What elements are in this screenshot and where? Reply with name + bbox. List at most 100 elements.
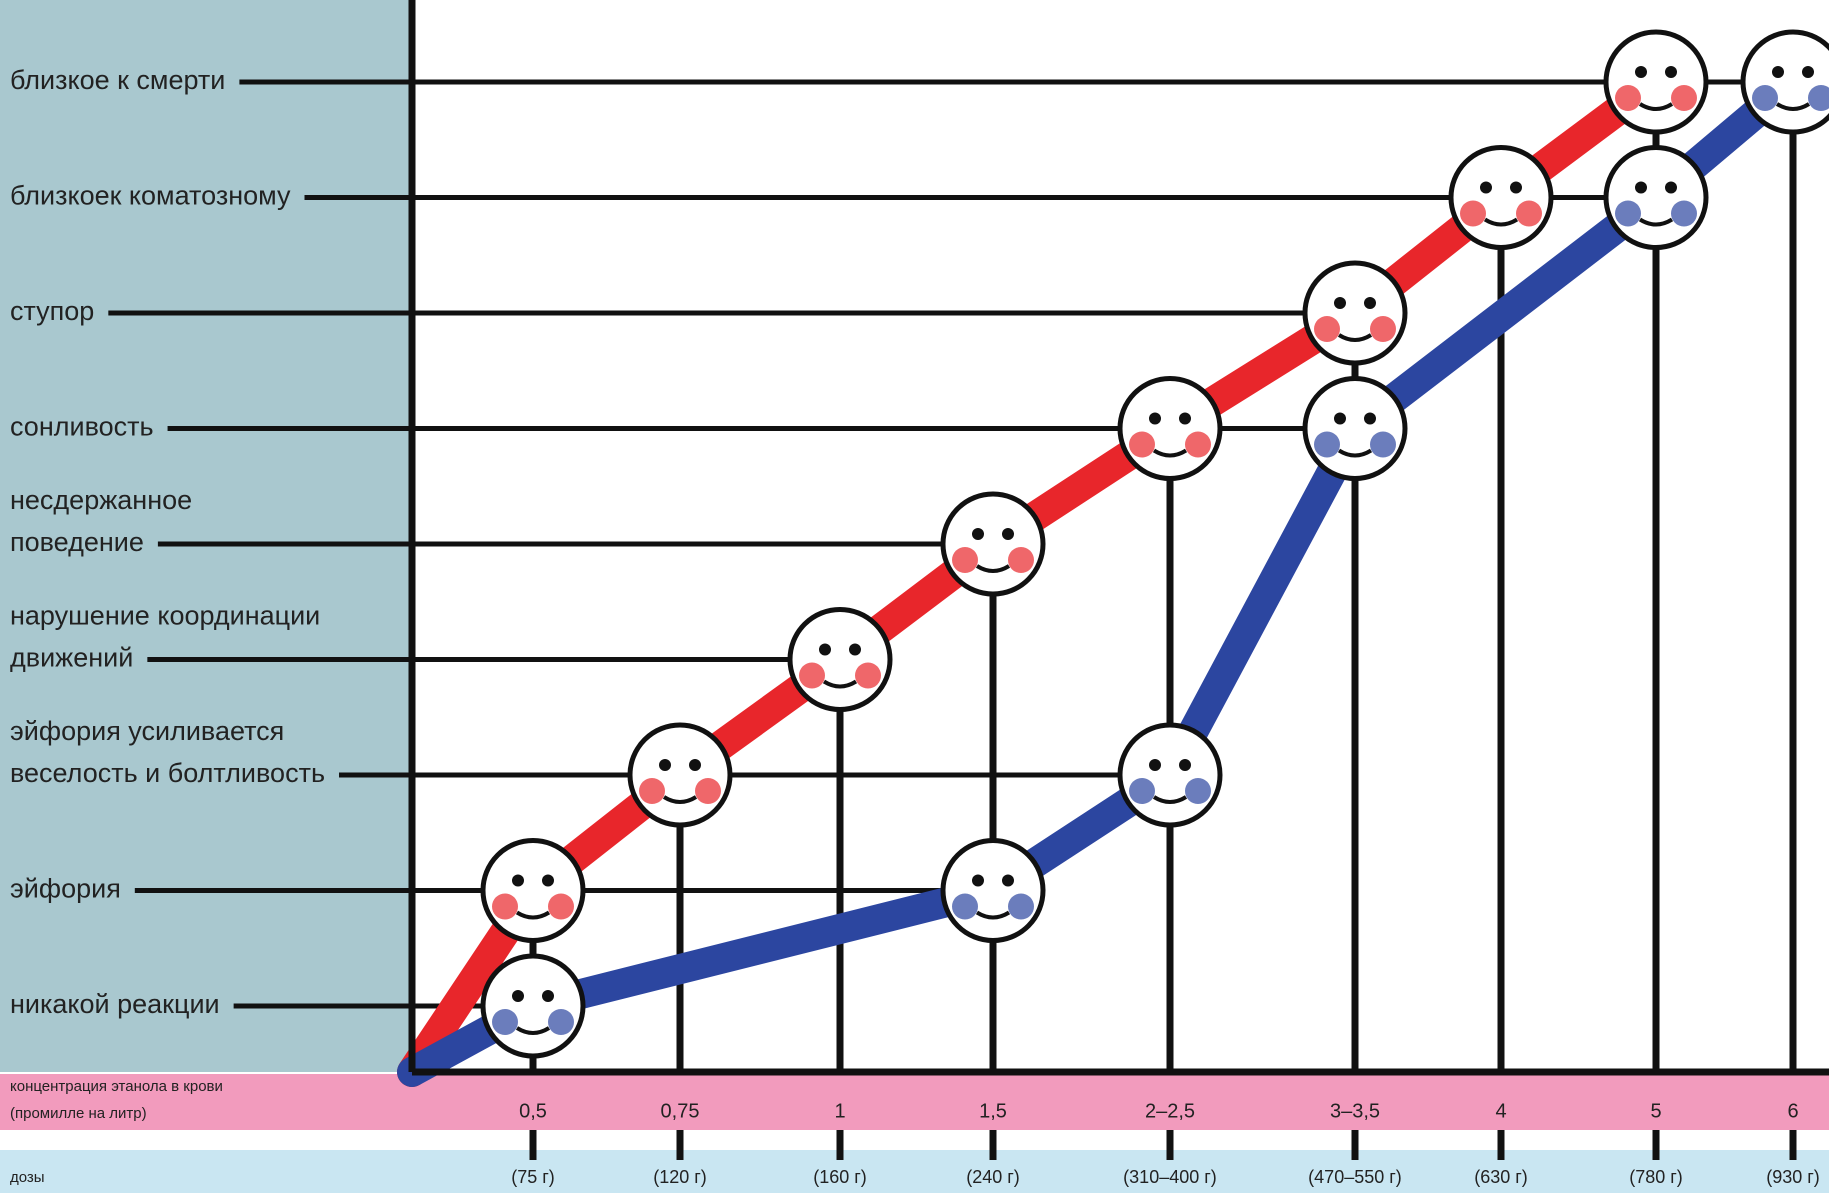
eye: [819, 644, 831, 656]
level-label: близкое к смерти: [10, 65, 225, 95]
face: [1305, 263, 1405, 363]
level-label: веселость и болтливость: [10, 758, 325, 788]
dose-label: (160 г): [813, 1167, 867, 1187]
eye: [1635, 66, 1647, 78]
cheek: [548, 1009, 574, 1035]
x-tick-label: 5: [1650, 1100, 1661, 1122]
eye: [1480, 182, 1492, 194]
eye: [1665, 182, 1677, 194]
cheek: [1615, 201, 1641, 227]
dose-label: (930 г): [1766, 1167, 1820, 1187]
face: [1606, 32, 1706, 132]
level-label: никакой реакции: [10, 989, 220, 1019]
level-label: сонливость: [10, 412, 154, 442]
eye: [512, 875, 524, 887]
x-tick-label: 1: [834, 1100, 845, 1122]
x-tick-label: 0,75: [661, 1100, 700, 1122]
eye: [1334, 297, 1346, 309]
eye: [1179, 413, 1191, 425]
face: [943, 494, 1043, 594]
x-tick-label: 1,5: [979, 1100, 1007, 1122]
face: [630, 725, 730, 825]
cheek: [1615, 85, 1641, 111]
eye: [1510, 182, 1522, 194]
x-tick-label: 6: [1787, 1100, 1798, 1122]
face: [1305, 379, 1405, 479]
level-label: эйфория: [10, 874, 121, 904]
eye: [689, 759, 701, 771]
eye: [1149, 413, 1161, 425]
eye: [1635, 182, 1647, 194]
face: [790, 610, 890, 710]
cheek: [1129, 432, 1155, 458]
cheek: [1008, 894, 1034, 920]
level-label: движений: [10, 643, 133, 673]
eye: [1364, 413, 1376, 425]
x-title: концентрация этанола в крови: [10, 1078, 223, 1095]
cheek: [548, 894, 574, 920]
eye: [1149, 759, 1161, 771]
level-label: нарушение координации: [10, 601, 320, 631]
chart: концентрация этанола в крови (промилле н…: [0, 0, 1829, 1193]
face: [483, 956, 583, 1056]
cheek: [952, 547, 978, 573]
cheek: [1314, 316, 1340, 342]
cheek: [639, 778, 665, 804]
cheek: [1370, 432, 1396, 458]
eye: [542, 990, 554, 1002]
eye: [1002, 875, 1014, 887]
face: [1120, 725, 1220, 825]
cheek: [1370, 316, 1396, 342]
cheek: [1752, 85, 1778, 111]
eye: [1002, 528, 1014, 540]
face: [943, 841, 1043, 941]
dose-label: (780 г): [1629, 1167, 1683, 1187]
cheek: [1008, 547, 1034, 573]
cheek: [492, 894, 518, 920]
eye: [512, 990, 524, 1002]
eye: [1665, 66, 1677, 78]
level-label: близкоек коматозному: [10, 181, 291, 211]
level-label: несдержанное: [10, 485, 192, 515]
level-label: поведение: [10, 527, 144, 557]
dose-label: (630 г): [1474, 1167, 1528, 1187]
dose-label: (120 г): [653, 1167, 707, 1187]
x-title: (промилле на литр): [10, 1105, 147, 1122]
dose-label: (470–550 г): [1308, 1167, 1402, 1187]
x-tick-label: 0,5: [519, 1100, 547, 1122]
dose-band: [0, 1150, 1829, 1193]
eye: [1772, 66, 1784, 78]
eye: [659, 759, 671, 771]
dose-title: дозы: [10, 1169, 45, 1186]
cheek: [1129, 778, 1155, 804]
concentration-band: [0, 1074, 1829, 1130]
cheek: [1516, 201, 1542, 227]
eye: [1364, 297, 1376, 309]
cheek: [1185, 432, 1211, 458]
cheek: [1460, 201, 1486, 227]
x-tick-label: 3–3,5: [1330, 1100, 1380, 1122]
face: [1120, 379, 1220, 479]
cheek: [492, 1009, 518, 1035]
cheek: [799, 663, 825, 689]
cheek: [695, 778, 721, 804]
eye: [542, 875, 554, 887]
eye: [972, 528, 984, 540]
x-tick-label: 2–2,5: [1145, 1100, 1195, 1122]
eye: [1334, 413, 1346, 425]
dose-label: (75 г): [511, 1167, 555, 1187]
dose-label: (240 г): [966, 1167, 1020, 1187]
cheek: [855, 663, 881, 689]
face: [1606, 148, 1706, 248]
eye: [1802, 66, 1814, 78]
cheek: [1314, 432, 1340, 458]
x-tick-label: 4: [1495, 1100, 1506, 1122]
face: [483, 841, 583, 941]
cheek: [1671, 85, 1697, 111]
cheek: [952, 894, 978, 920]
cheek: [1185, 778, 1211, 804]
series-band: [412, 82, 1793, 1072]
cheek: [1671, 201, 1697, 227]
face: [1743, 32, 1829, 132]
eye: [849, 644, 861, 656]
